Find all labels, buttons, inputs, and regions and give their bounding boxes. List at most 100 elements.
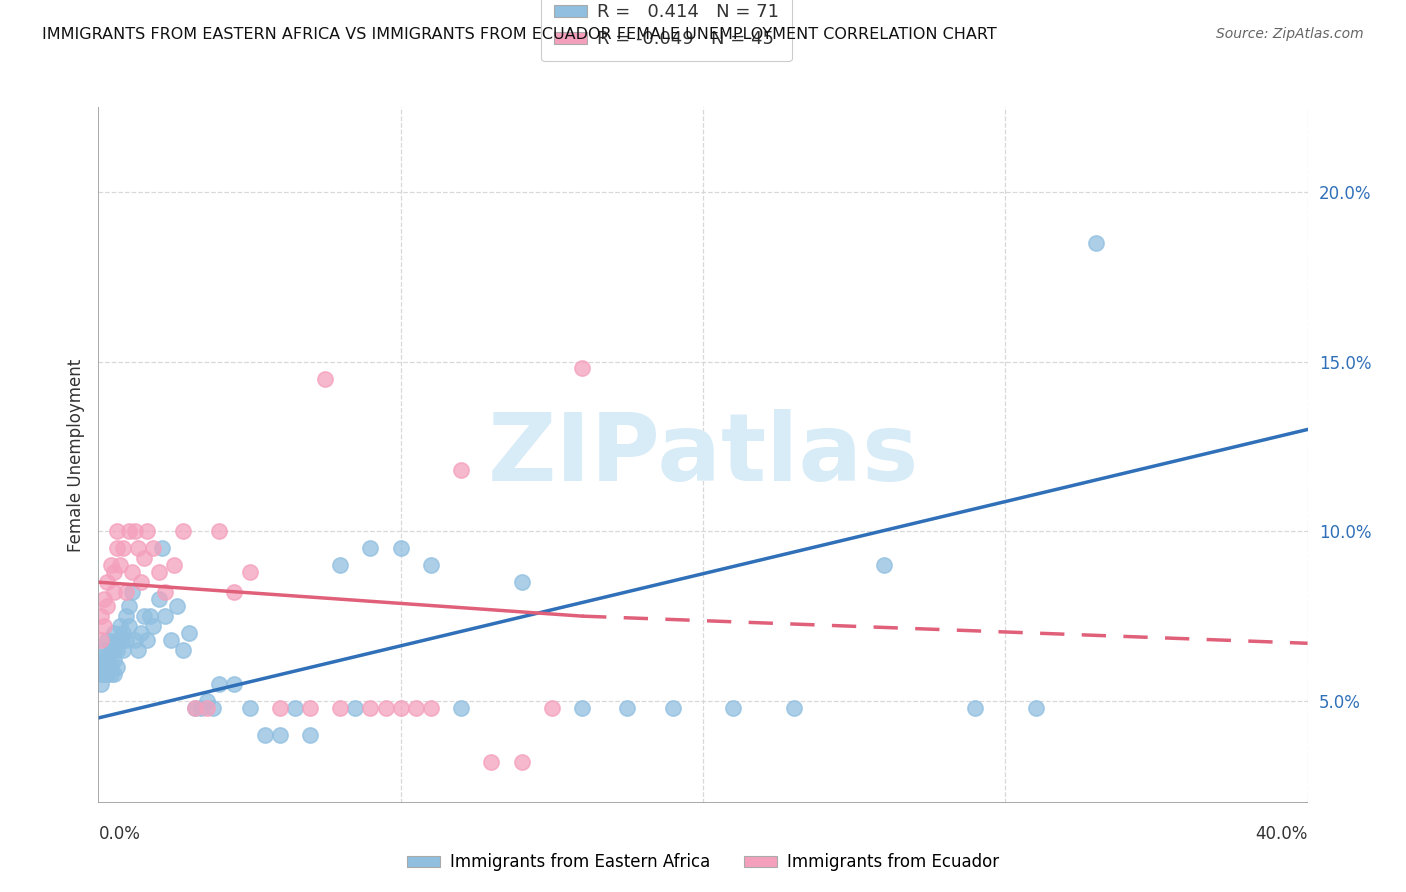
Point [90, 649, 112, 664]
Point [571, 361, 593, 376]
Point [135, 632, 157, 647]
Point [150, 541, 173, 556]
Point [103, 565, 125, 579]
Point [118, 524, 141, 539]
Point [873, 558, 896, 573]
Point [103, 653, 125, 667]
Point [284, 700, 307, 714]
Point [100, 660, 122, 674]
Point [329, 558, 352, 573]
Point [132, 609, 155, 624]
Point [661, 700, 683, 714]
Point [166, 599, 188, 613]
Point [269, 700, 291, 714]
Point [1024, 700, 1046, 714]
Point [139, 609, 162, 624]
Text: Source: ZipAtlas.com: Source: ZipAtlas.com [1216, 27, 1364, 41]
Text: IMMIGRANTS FROM EASTERN AFRICA VS IMMIGRANTS FROM ECUADOR FEMALE UNEMPLOYMENT CO: IMMIGRANTS FROM EASTERN AFRICA VS IMMIGR… [42, 27, 997, 42]
Point [132, 551, 155, 566]
Point [239, 565, 262, 579]
Point [103, 585, 125, 599]
Point [90, 609, 112, 624]
Point [195, 700, 218, 714]
Point [100, 666, 122, 681]
Point [93, 653, 115, 667]
Point [118, 619, 141, 633]
Point [96, 575, 118, 590]
Point [299, 728, 322, 742]
Point [360, 541, 382, 556]
Point [616, 700, 638, 714]
Point [965, 700, 987, 714]
Point [153, 609, 176, 624]
Point [114, 585, 136, 599]
Point [108, 558, 131, 573]
Point [90, 660, 112, 674]
Point [179, 626, 201, 640]
Point [90, 677, 112, 691]
Point [142, 619, 165, 633]
Point [783, 700, 806, 714]
Point [93, 619, 115, 633]
Point [253, 728, 276, 742]
Point [510, 755, 533, 769]
Point [163, 558, 186, 573]
Point [420, 558, 443, 573]
Point [129, 626, 152, 640]
Point [405, 700, 427, 714]
Point [114, 632, 136, 647]
Point [121, 585, 143, 599]
Legend: Immigrants from Eastern Africa, Immigrants from Ecuador: Immigrants from Eastern Africa, Immigran… [401, 847, 1005, 878]
Point [224, 585, 246, 599]
Point [202, 700, 225, 714]
Point [105, 643, 128, 657]
Text: ZIPatlas: ZIPatlas [488, 409, 918, 501]
Point [111, 541, 134, 556]
Point [127, 643, 149, 657]
Text: 0.0%: 0.0% [98, 825, 141, 843]
Point [108, 632, 131, 647]
Point [148, 565, 170, 579]
Point [114, 609, 136, 624]
Point [93, 666, 115, 681]
Point [344, 700, 367, 714]
Point [723, 700, 745, 714]
Point [450, 463, 472, 477]
Point [1085, 235, 1108, 250]
Point [184, 700, 207, 714]
Point [314, 371, 336, 385]
Point [195, 694, 218, 708]
Point [160, 632, 183, 647]
Y-axis label: Female Unemployment: Female Unemployment [66, 359, 84, 551]
Point [105, 524, 128, 539]
Point [224, 677, 246, 691]
Point [389, 541, 412, 556]
Point [105, 632, 128, 647]
Point [172, 524, 194, 539]
Point [129, 575, 152, 590]
Point [142, 541, 165, 556]
Point [93, 592, 115, 607]
Point [96, 599, 118, 613]
Text: 40.0%: 40.0% [1256, 825, 1308, 843]
Point [124, 632, 146, 647]
Point [329, 700, 352, 714]
Point [540, 700, 562, 714]
Point [90, 632, 112, 647]
Point [111, 626, 134, 640]
Point [239, 700, 262, 714]
Point [105, 541, 128, 556]
Point [103, 626, 125, 640]
Point [450, 700, 472, 714]
Point [153, 585, 176, 599]
Point [148, 592, 170, 607]
Point [135, 524, 157, 539]
Point [90, 666, 112, 681]
Point [184, 700, 207, 714]
Point [96, 653, 118, 667]
Point [103, 666, 125, 681]
Point [208, 524, 231, 539]
Point [389, 700, 412, 714]
Point [127, 541, 149, 556]
Point [172, 643, 194, 657]
